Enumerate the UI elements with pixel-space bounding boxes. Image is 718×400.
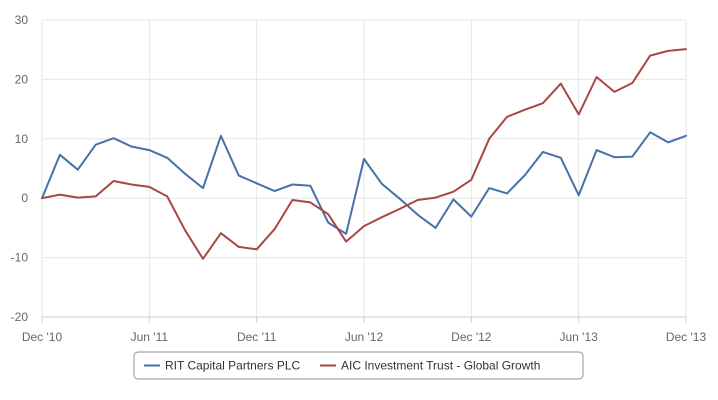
x-tick-label: Dec '12 (451, 330, 492, 344)
legend-item-2[interactable]: AIC Investment Trust - Global Growth (320, 359, 540, 373)
series-layer (41, 48, 687, 260)
legend[interactable]: RIT Capital Partners PLC AIC Investment T… (133, 351, 584, 380)
grid-layer (41, 19, 687, 318)
series-line-1[interactable] (41, 131, 687, 235)
axis-layer: -20 -10 0 10 20 30 Dec '10 Jun '11 Dec '11 Jun '1… (11, 13, 707, 344)
y-tick-label: 20 (15, 72, 29, 86)
x-tick-label: Dec '10 (22, 330, 63, 344)
series-line-2[interactable] (41, 48, 687, 260)
x-tick-label: Jun '12 (345, 330, 384, 344)
x-tick-label: Jun '11 (131, 330, 169, 344)
y-tick-label: -20 (11, 310, 29, 324)
legend-item-1[interactable]: RIT Capital Partners PLC (144, 359, 300, 373)
y-tick-label: 0 (21, 191, 28, 205)
legend-box (133, 351, 584, 380)
y-tick-label: -10 (11, 251, 29, 265)
legend-label: AIC Investment Trust - Global Growth (341, 359, 540, 373)
y-tick-label: 10 (15, 132, 29, 146)
x-tick-label: Jun '13 (560, 330, 599, 344)
x-tick-label: Dec '11 (237, 330, 277, 344)
y-tick-label: 30 (15, 13, 29, 27)
legend-label: RIT Capital Partners PLC (165, 359, 300, 373)
x-tick-label: Dec '13 (666, 330, 707, 344)
